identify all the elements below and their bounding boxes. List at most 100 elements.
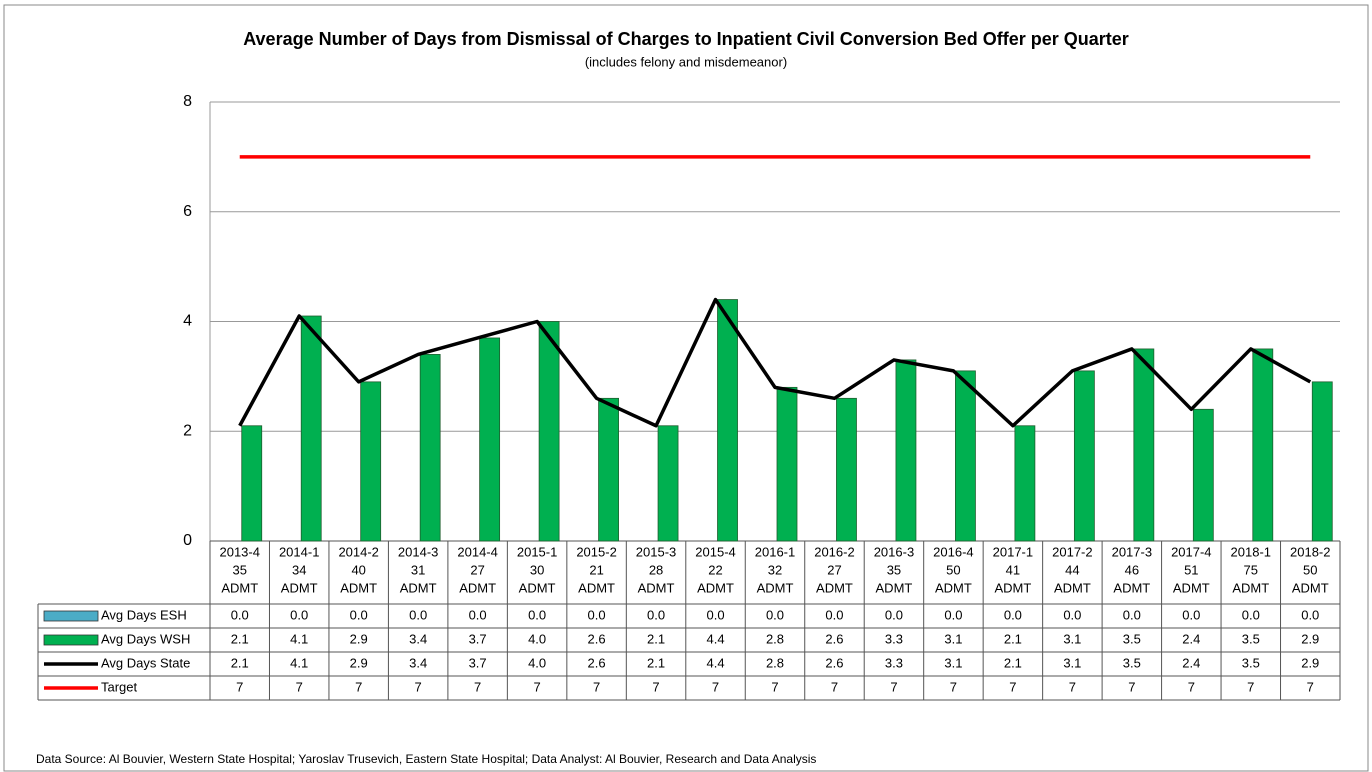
table-cell: 0.0 <box>647 607 665 622</box>
x-tick-label: ADMT <box>1173 580 1210 595</box>
legend-label: Target <box>101 679 138 694</box>
bar <box>1133 348 1155 542</box>
x-tick-label: 50 <box>1303 562 1317 577</box>
table-cell: 0.0 <box>1242 607 1260 622</box>
x-tick-label: 75 <box>1244 562 1258 577</box>
table-cell: 7 <box>1009 679 1016 694</box>
bar <box>895 359 917 542</box>
x-tick-label: 2017-2 <box>1052 544 1092 559</box>
x-tick-label: 2015-3 <box>636 544 676 559</box>
x-tick-label: ADMT <box>757 580 794 595</box>
x-tick-label: 50 <box>946 562 960 577</box>
table-cell: 4.1 <box>290 655 308 670</box>
table-cell: 0.0 <box>409 607 427 622</box>
x-tick-label: 2016-1 <box>755 544 795 559</box>
table-cell: 0.0 <box>885 607 903 622</box>
table-cell: 0.0 <box>1182 607 1200 622</box>
bar <box>657 425 679 542</box>
table-cell: 0.0 <box>766 607 784 622</box>
table-cell: 7 <box>1069 679 1076 694</box>
x-tick-label: ADMT <box>816 580 853 595</box>
x-tick-label: ADMT <box>697 580 734 595</box>
x-tick-label: 2014-2 <box>338 544 378 559</box>
table-cell: 3.4 <box>409 655 427 670</box>
table-cell: 7 <box>236 679 243 694</box>
table-cell: 7 <box>355 679 362 694</box>
table-cell: 3.1 <box>944 631 962 646</box>
y-tick-label: 8 <box>183 93 192 110</box>
legend-label: Avg Days State <box>101 655 190 670</box>
table-cell: 2.1 <box>647 631 665 646</box>
x-tick-label: ADMT <box>281 580 318 595</box>
table-cell: 7 <box>593 679 600 694</box>
bar <box>1073 370 1095 542</box>
table-cell: 0.0 <box>469 607 487 622</box>
x-tick-label: 22 <box>708 562 722 577</box>
x-tick-label: 41 <box>1006 562 1020 577</box>
table-cell: 2.4 <box>1182 631 1200 646</box>
table-cell: 2.8 <box>766 631 784 646</box>
x-tick-label: ADMT <box>459 580 496 595</box>
line-series <box>238 297 1312 428</box>
legend-key <box>43 610 99 622</box>
x-tick-label: 2016-3 <box>874 544 914 559</box>
x-tick-label: 2015-4 <box>695 544 735 559</box>
table-cell: 0.0 <box>825 607 843 622</box>
table-cell: 3.4 <box>409 631 427 646</box>
bar <box>1014 425 1036 542</box>
table-cell: 3.3 <box>885 631 903 646</box>
table-cell: 0.0 <box>290 607 308 622</box>
y-tick-label: 2 <box>183 422 192 439</box>
bar <box>360 381 382 542</box>
x-tick-label: ADMT <box>1292 580 1329 595</box>
x-tick-label: 2015-1 <box>517 544 557 559</box>
bar <box>1311 381 1333 542</box>
table-cell: 2.1 <box>231 655 249 670</box>
x-tick-label: 44 <box>1065 562 1079 577</box>
x-tick-label: ADMT <box>340 580 377 595</box>
table-cell: 3.1 <box>1063 655 1081 670</box>
table-cell: 4.4 <box>706 631 724 646</box>
x-tick-label: 51 <box>1184 562 1198 577</box>
table-cell: 3.5 <box>1123 631 1141 646</box>
table-cell: 3.1 <box>1063 631 1081 646</box>
bar <box>717 299 738 542</box>
y-tick-label: 6 <box>183 203 192 220</box>
footnote: Data Source: Al Bouvier, Western State H… <box>36 752 816 766</box>
table-cell: 0.0 <box>1301 607 1319 622</box>
table-cell: 3.1 <box>944 655 962 670</box>
x-tick-label: 46 <box>1125 562 1139 577</box>
table-cell: 7 <box>652 679 659 694</box>
x-tick-label: ADMT <box>578 580 615 595</box>
table-cell: 2.8 <box>766 655 784 670</box>
table-cell: 7 <box>831 679 838 694</box>
x-tick-label: 2015-2 <box>576 544 616 559</box>
x-tick-label: 2017-1 <box>993 544 1033 559</box>
table-cell: 7 <box>712 679 719 694</box>
table-cell: 2.1 <box>1004 655 1022 670</box>
table-cell: 4.0 <box>528 655 546 670</box>
table-cell: 2.9 <box>1301 655 1319 670</box>
table-cell: 0.0 <box>706 607 724 622</box>
x-tick-label: ADMT <box>876 580 913 595</box>
x-tick-label: 2016-4 <box>933 544 973 559</box>
table-cell: 0.0 <box>588 607 606 622</box>
table-cell: 7 <box>771 679 778 694</box>
table-cell: 4.1 <box>290 631 308 646</box>
table-cell: 0.0 <box>350 607 368 622</box>
table-cell: 2.9 <box>350 631 368 646</box>
table-cell: 2.6 <box>588 655 606 670</box>
table-cell: 2.9 <box>1301 631 1319 646</box>
x-tick-label: 34 <box>292 562 306 577</box>
table-cell: 3.3 <box>885 655 903 670</box>
y-tick-label: 4 <box>183 313 192 330</box>
table-cell: 2.6 <box>588 631 606 646</box>
x-tick-label: 2014-4 <box>457 544 497 559</box>
table-cell: 2.1 <box>647 655 665 670</box>
x-tick-label: 2014-3 <box>398 544 438 559</box>
bar <box>1252 348 1274 542</box>
table-cell: 7 <box>296 679 303 694</box>
table-cell: 2.1 <box>231 631 249 646</box>
x-tick-label: ADMT <box>1054 580 1091 595</box>
